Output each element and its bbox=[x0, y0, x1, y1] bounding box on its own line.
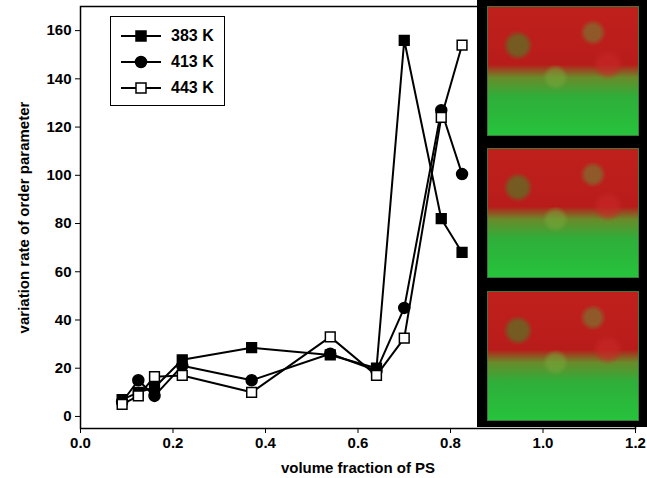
svg-text:20: 20 bbox=[55, 359, 72, 376]
svg-text:40: 40 bbox=[55, 311, 72, 328]
svg-text:80: 80 bbox=[55, 214, 72, 231]
svg-text:100: 100 bbox=[46, 166, 71, 183]
svg-text:1.2: 1.2 bbox=[625, 434, 646, 451]
html-text:443 K: 443 K bbox=[171, 79, 214, 96]
svg-text:volume fraction of PS: volume fraction of PS bbox=[281, 459, 435, 476]
svg-text:0.2: 0.2 bbox=[163, 434, 184, 451]
svg-text:0.6: 0.6 bbox=[348, 434, 369, 451]
svg-text:1.0: 1.0 bbox=[533, 434, 554, 451]
svg-text:60: 60 bbox=[55, 263, 72, 280]
svg-text:variation rate of order parame: variation rate of order parameter bbox=[15, 101, 32, 333]
svg-text:0.8: 0.8 bbox=[440, 434, 461, 451]
svg-text:0.0: 0.0 bbox=[70, 434, 91, 451]
html-text:383 K: 383 K bbox=[171, 27, 214, 44]
html-text:413 K: 413 K bbox=[171, 53, 214, 70]
svg-text:0.4: 0.4 bbox=[255, 434, 277, 451]
svg-text:0: 0 bbox=[63, 407, 71, 424]
svg-text:160: 160 bbox=[46, 21, 71, 38]
svg-text:120: 120 bbox=[46, 118, 71, 135]
svg-text:140: 140 bbox=[46, 70, 71, 87]
